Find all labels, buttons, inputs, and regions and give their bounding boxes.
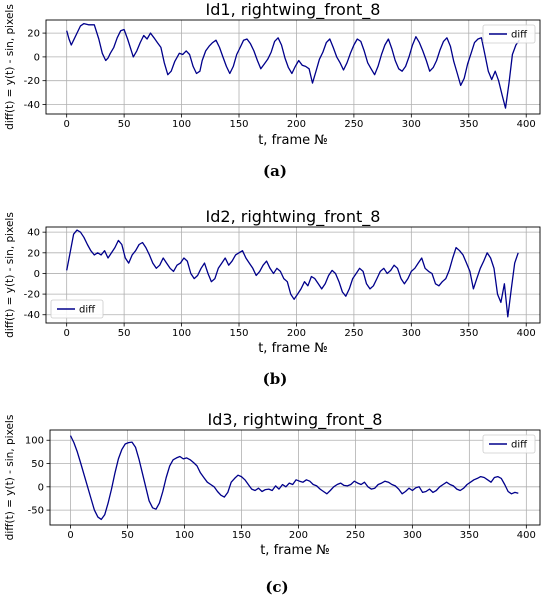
y-tick-label: 20 [27, 29, 40, 40]
legend: diff [50, 299, 104, 319]
legend: diff [482, 24, 536, 44]
series-line-diff [66, 22, 520, 109]
x-tick-label: 0 [63, 328, 69, 339]
chart-title: Id1, rightwing_front_8 [206, 0, 381, 20]
x-tick-label: 350 [460, 530, 479, 541]
y-tick-label: -40 [24, 310, 40, 321]
y-axis-label: diff(t) = y(t) - sin, pixels [4, 415, 16, 541]
panel-caption: (c) [265, 578, 288, 596]
x-tick-label: 200 [287, 328, 306, 339]
y-tick-label: -20 [24, 290, 40, 301]
y-tick-label: -50 [28, 506, 44, 517]
y-tick-label: 0 [34, 52, 40, 63]
x-tick-label: 100 [172, 119, 191, 130]
x-tick-label: 400 [517, 119, 536, 130]
x-tick-label: 150 [229, 328, 248, 339]
y-tick-label: 0 [38, 482, 44, 493]
y-tick-label: 40 [27, 228, 40, 239]
x-tick-label: 50 [121, 530, 134, 541]
x-tick-label: 100 [175, 530, 194, 541]
legend-box [50, 299, 104, 319]
y-tick-label: 50 [31, 459, 44, 470]
x-tick-label: 50 [118, 119, 131, 130]
x-tick-label: 0 [67, 530, 73, 541]
chart-title: Id3, rightwing_front_8 [208, 410, 383, 430]
x-tick-label: 300 [402, 119, 421, 130]
panel-caption: (a) [263, 162, 287, 180]
x-tick-label: 0 [63, 119, 69, 130]
x-tick-label: 50 [118, 328, 131, 339]
x-tick-label: 250 [344, 328, 363, 339]
x-tick-label: 350 [459, 328, 478, 339]
x-tick-label: 150 [232, 530, 251, 541]
x-tick-label: 100 [172, 328, 191, 339]
x-tick-label: 400 [517, 328, 536, 339]
y-axis-label: diff(t) = y(t) - sin, pixels [4, 4, 16, 130]
plot-frame [45, 226, 541, 324]
x-tick-label: 300 [402, 328, 421, 339]
y-tick-label: -40 [24, 100, 40, 111]
y-axis-label: diff(t) = y(t) - sin, pixels [4, 212, 16, 338]
y-tick-label: -20 [24, 76, 40, 87]
y-tick-label: 0 [34, 269, 40, 280]
plot-frame [49, 429, 541, 526]
chart-panel-3: 0 50 100 150 200 250 300 350 400 -50 0 50 100 Id3, ri… [4, 410, 541, 596]
chart-panel-1: 0 50 100 150 200 250 300 350 400 -40 -20 0 20 Id1, ri… [4, 0, 541, 180]
chart-title: Id2, rightwing_front_8 [206, 207, 381, 227]
x-tick-label: 250 [344, 119, 363, 130]
series-line-diff [69, 435, 519, 521]
legend: diff [482, 434, 536, 454]
x-axis-label: t, frame № [260, 543, 330, 558]
plot-frame [45, 19, 541, 115]
x-tick-label: 350 [459, 119, 478, 130]
x-tick-label: 200 [289, 530, 308, 541]
legend-label: diff [79, 305, 96, 316]
y-tick-label: 100 [25, 436, 44, 447]
x-tick-label: 250 [346, 530, 365, 541]
x-tick-label: 200 [287, 119, 306, 130]
legend-box [482, 24, 536, 44]
legend-label: diff [511, 440, 528, 451]
legend-label: diff [511, 30, 528, 41]
x-axis-label: t, frame № [258, 341, 328, 356]
x-tick-label: 150 [229, 119, 248, 130]
series-line-diff [66, 229, 519, 318]
x-axis-label: t, frame № [258, 133, 328, 148]
x-tick-label: 300 [403, 530, 422, 541]
y-tick-label: 20 [27, 248, 40, 259]
chart-panel-2: 0 50 100 150 200 250 300 350 400 -40 -20 0 20 40 Id2, … [4, 207, 541, 388]
panel-caption: (b) [263, 370, 288, 388]
legend-box [482, 434, 536, 454]
x-tick-label: 400 [517, 530, 536, 541]
